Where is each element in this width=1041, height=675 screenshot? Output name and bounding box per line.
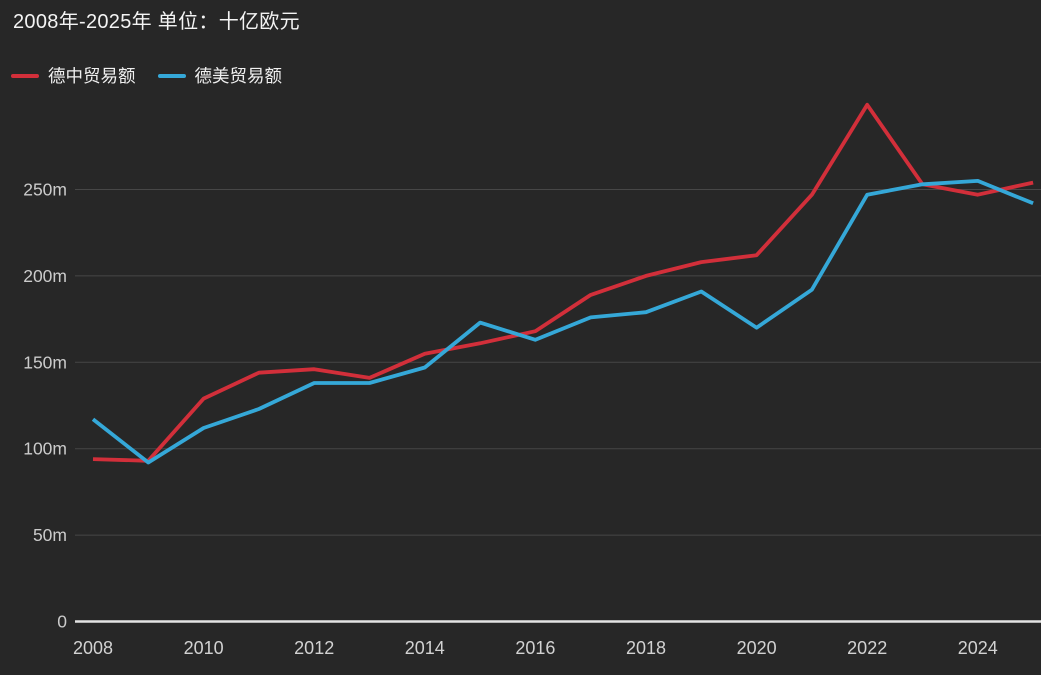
series-line-1 xyxy=(91,178,1034,465)
legend-label-de-china: 德中贸易额 xyxy=(48,66,136,86)
x-tick-label: 2016 xyxy=(515,638,555,658)
series-swatch-de-us xyxy=(157,73,186,78)
y-tick-label: 100m xyxy=(23,439,67,459)
x-tick-label: 2012 xyxy=(294,638,334,658)
legend-item-de-china: 德中贸易额 xyxy=(11,63,136,88)
series-swatch-de-china xyxy=(11,73,39,78)
x-tick-label: 2010 xyxy=(184,638,224,658)
y-tick-label: 150m xyxy=(23,352,67,372)
x-tick-label: 2008 xyxy=(73,638,113,658)
y-tick-label: 50m xyxy=(33,525,67,545)
y-tick-label: 0 xyxy=(57,612,67,632)
x-tick-label: 2014 xyxy=(405,638,445,658)
chart-title: 2008年-2025年 单位：十亿欧元 xyxy=(13,11,300,33)
legend-item-de-us: 德美贸易额 xyxy=(157,63,283,88)
x-tick-label: 2024 xyxy=(958,638,998,658)
legend-label-de-us: 德美贸易额 xyxy=(194,66,283,86)
series-line-0 xyxy=(92,102,1034,463)
x-tick-label: 2018 xyxy=(626,638,666,658)
y-tick-label: 200m xyxy=(23,266,67,286)
legend: 德中贸易额 德美贸易额 xyxy=(11,63,282,88)
y-tick-label: 250m xyxy=(23,180,67,200)
x-tick-label: 2022 xyxy=(847,638,887,658)
x-tick-label: 2020 xyxy=(737,638,777,658)
